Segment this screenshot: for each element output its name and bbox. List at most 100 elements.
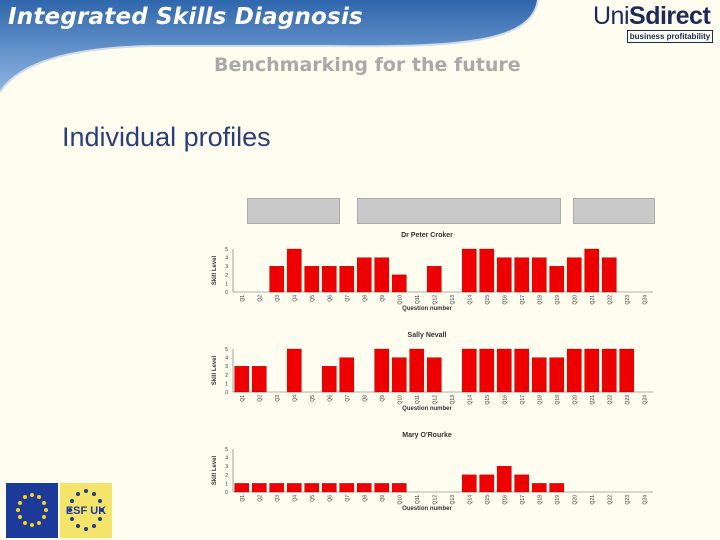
x-axis-label: Question number <box>402 406 452 412</box>
header-banner <box>0 0 539 93</box>
unisdirect-logo: UniSdirect <box>593 2 711 31</box>
y-tick-label: 2 <box>225 273 228 279</box>
gray-box-left <box>247 198 340 224</box>
y-tick-label: 1 <box>225 481 228 487</box>
logo-text-right: Sdirect <box>629 2 711 30</box>
bar <box>531 257 547 293</box>
x-tick-label: Q3 <box>275 395 281 402</box>
bar <box>286 348 302 393</box>
y-tick-label: 1 <box>225 281 228 287</box>
x-tick-label: Q18 <box>537 295 543 305</box>
x-tick-label: Q9 <box>380 395 386 402</box>
y-tick-label: 1 <box>225 381 228 387</box>
y-tick-label: 3 <box>225 264 228 270</box>
bar <box>391 483 407 493</box>
chart-title: Sally Nevall <box>408 332 447 339</box>
bar <box>356 483 372 493</box>
x-tick-label: Q7 <box>345 395 351 402</box>
x-tick-label: Q3 <box>275 295 281 302</box>
y-tick-label: 4 <box>225 256 228 262</box>
bar <box>251 483 267 493</box>
bar <box>374 483 390 493</box>
y-tick-label: 0 <box>225 390 228 396</box>
bar <box>321 366 337 393</box>
bar <box>374 348 390 393</box>
x-tick-label: Q6 <box>327 495 333 502</box>
bar <box>584 348 600 393</box>
x-tick-label: Q4 <box>292 395 298 402</box>
x-tick-label: Q20 <box>572 395 578 405</box>
bar <box>286 248 302 293</box>
x-tick-label: Q15 <box>485 395 491 405</box>
y-tick-label: 3 <box>225 364 228 370</box>
y-tick-label: 3 <box>225 464 228 470</box>
bar <box>426 357 442 393</box>
y-axis-label: Skill Level <box>212 355 218 385</box>
bar <box>339 483 355 493</box>
bar <box>304 266 320 293</box>
x-tick-label: Q12 <box>432 295 438 305</box>
bar <box>321 483 337 493</box>
x-tick-label: Q9 <box>380 495 386 502</box>
x-tick-label: Q13 <box>450 395 456 405</box>
bar <box>566 348 582 393</box>
y-tick-label: 4 <box>225 456 228 462</box>
x-tick-label: Q2 <box>257 295 263 302</box>
eu-flag-icon <box>6 483 58 538</box>
logo-tagline: business profitability <box>627 30 713 43</box>
bar <box>304 483 320 493</box>
x-axis-label: Question number <box>402 506 452 510</box>
y-tick-label: 0 <box>225 490 228 496</box>
x-tick-label: Q24 <box>642 495 648 505</box>
x-tick-label: Q5 <box>310 495 316 502</box>
x-tick-label: Q3 <box>275 495 281 502</box>
x-tick-label: Q22 <box>607 295 613 305</box>
gray-box-right <box>573 198 655 224</box>
bar <box>269 266 285 293</box>
bar <box>391 357 407 393</box>
bar <box>461 474 477 493</box>
bar <box>531 483 547 493</box>
x-tick-label: Q8 <box>362 295 368 302</box>
x-tick-label: Q21 <box>590 295 596 305</box>
bar <box>566 257 582 293</box>
bar <box>339 357 355 393</box>
x-tick-label: Q9 <box>380 295 386 302</box>
x-tick-label: Q6 <box>327 295 333 302</box>
x-tick-label: Q23 <box>625 295 631 305</box>
bar <box>339 266 355 293</box>
x-tick-label: Q22 <box>607 395 613 405</box>
y-tick-label: 5 <box>225 347 228 353</box>
bar <box>391 274 407 293</box>
bar <box>479 248 495 293</box>
x-tick-label: Q13 <box>450 295 456 305</box>
x-tick-label: Q7 <box>345 495 351 502</box>
x-tick-label: Q15 <box>485 295 491 305</box>
x-tick-label: Q10 <box>397 395 403 405</box>
y-tick-label: 2 <box>225 473 228 479</box>
x-tick-label: Q14 <box>467 395 473 405</box>
x-tick-label: Q19 <box>555 495 561 505</box>
eu-stars-icon <box>16 493 48 527</box>
bar <box>601 348 617 393</box>
x-tick-label: Q15 <box>485 495 491 505</box>
bar <box>549 483 565 493</box>
x-tick-label: Q21 <box>590 495 596 505</box>
app-title: Integrated Skills Diagnosis <box>8 4 363 30</box>
bar <box>479 348 495 393</box>
x-tick-label: Q13 <box>450 495 456 505</box>
bar <box>514 348 530 393</box>
y-axis-label: Skill Level <box>212 455 218 485</box>
x-tick-label: Q18 <box>537 395 543 405</box>
x-tick-label: Q10 <box>397 495 403 505</box>
x-tick-label: Q17 <box>520 495 526 505</box>
bar <box>496 257 512 293</box>
x-tick-label: Q11 <box>415 495 421 504</box>
y-tick-label: 4 <box>225 356 228 362</box>
eu-esf-logos: ESF UK <box>6 483 112 538</box>
bar <box>514 257 530 293</box>
bar <box>374 257 390 293</box>
x-tick-label: Q11 <box>415 295 421 304</box>
bar <box>426 266 442 293</box>
x-tick-label: Q14 <box>467 495 473 505</box>
